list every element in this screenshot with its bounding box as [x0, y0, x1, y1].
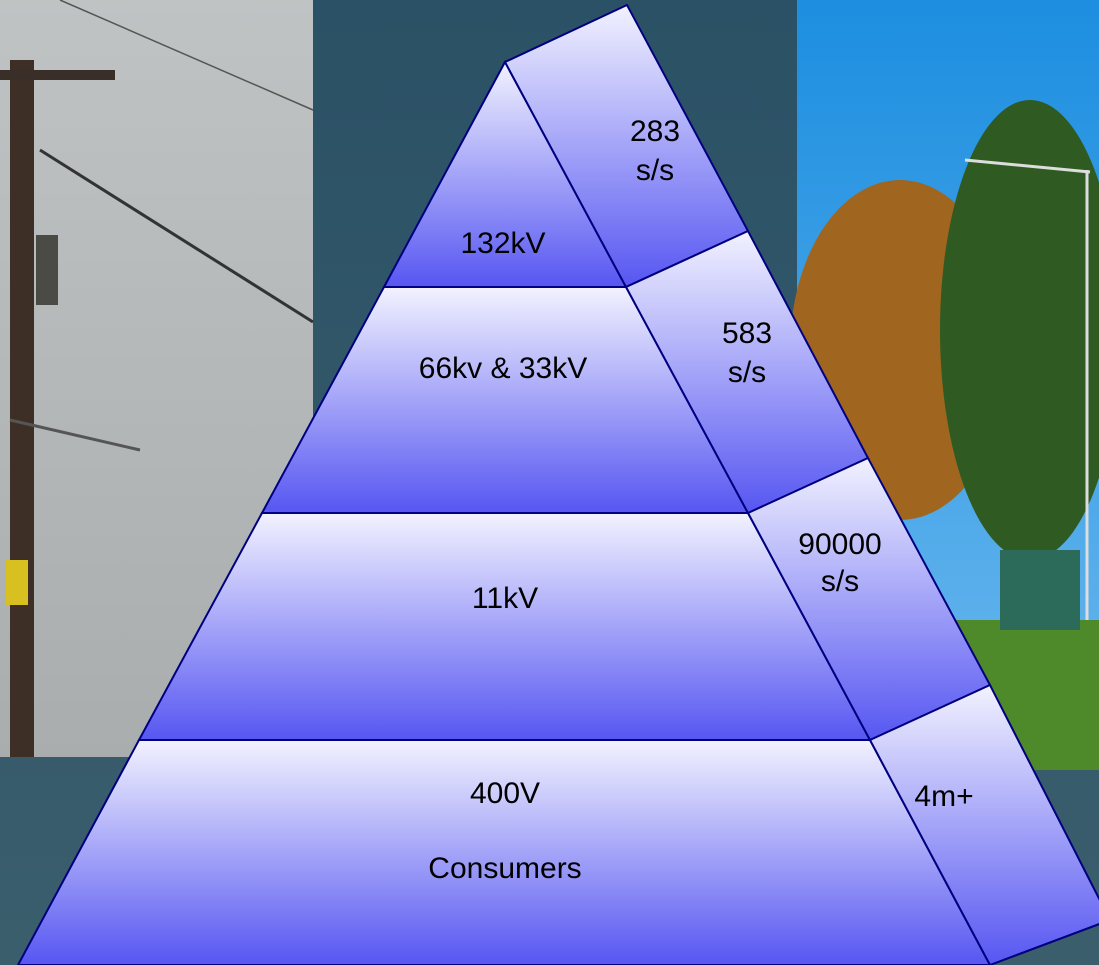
level-label: 66kv & 33kV — [419, 352, 587, 385]
substation-count: s/s — [728, 356, 766, 389]
substation-count: 283 — [630, 115, 680, 148]
slide: 132kV 66kv & 33kV 11kV 400V Consumers 283 s/s 5… — [0, 0, 1099, 965]
substation-count: 4m+ — [914, 780, 973, 813]
level-label: 11kV — [472, 582, 538, 615]
level-label: 400V — [470, 777, 540, 810]
page: {"levels": [["132kV"], ["66kv & 33kV"], … — [0, 0, 1099, 965]
substation-count: 583 — [722, 317, 772, 350]
pyramid-level — [139, 513, 870, 740]
substation-count: 90000 — [798, 528, 881, 561]
level-label: Consumers — [428, 852, 581, 885]
substation-count: s/s — [636, 154, 674, 187]
level-label: 132kV — [460, 227, 545, 260]
substation-count: s/s — [821, 565, 859, 598]
